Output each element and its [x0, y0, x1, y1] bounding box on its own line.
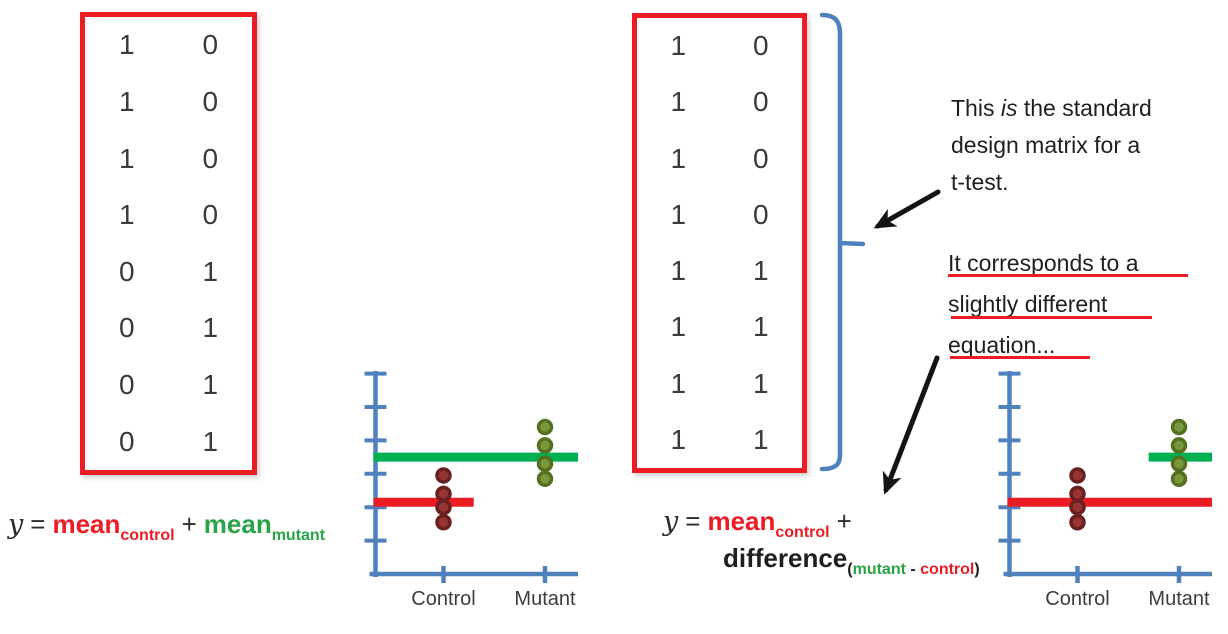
- note2-line-2: slightly different: [948, 291, 1108, 317]
- brace-pointer: [837, 240, 866, 247]
- mutant-dot: [1170, 470, 1188, 488]
- matrix-cell: 0: [202, 142, 219, 174]
- note-line-1-pre: This: [951, 95, 1001, 121]
- mutant-dot: [1170, 455, 1188, 473]
- control-dot: [435, 498, 452, 516]
- matrix-cell: 0: [202, 85, 219, 117]
- scatter-plot-left: Control Mutant: [364, 371, 578, 610]
- note-line-2: design matrix for a: [951, 132, 1141, 158]
- note-line-1-post: the standard: [1017, 95, 1152, 121]
- matrix-cell: 1: [118, 142, 135, 174]
- equation-left-mean-mutant: mean: [203, 509, 272, 539]
- matrix-cell: 0: [118, 369, 135, 401]
- matrix-cell: 1: [670, 311, 687, 343]
- equation-right-line2: difference(mutant - control): [723, 543, 980, 579]
- note-line-3: t-test.: [951, 169, 1009, 195]
- equation-left-mean-control: mean: [52, 509, 121, 539]
- design-matrix-left: 1 0 1 0 1 0 1 0 0 1 0 1 0 1 0 1: [80, 12, 257, 475]
- matrix-cell: 1: [752, 255, 769, 287]
- matrix-cell: 1: [118, 199, 135, 231]
- matrix-cell: 1: [670, 198, 687, 230]
- x-category-label: Control: [411, 588, 475, 610]
- control-dot: [1069, 467, 1086, 484]
- scatter-plot-right: Control Mutant: [998, 371, 1212, 610]
- equation-right-sub-close-paren: ): [974, 561, 980, 578]
- control-dot: [1069, 498, 1086, 516]
- mutant-dot: [1170, 418, 1188, 436]
- x-category-label: Mutant: [1148, 588, 1210, 610]
- equation-left-equals: =: [30, 509, 46, 539]
- equation-left-plus: +: [181, 509, 197, 539]
- matrix-cell: 1: [670, 423, 687, 455]
- note-line-1-italic: is: [1000, 95, 1018, 121]
- x-category-label: Control: [1045, 588, 1109, 610]
- brace-spine: [819, 12, 843, 472]
- equation-right-equals: =: [685, 506, 701, 536]
- equation-right-sub-control: control: [920, 561, 975, 578]
- matrix-cell: 1: [202, 369, 219, 401]
- equation-right-difference: difference: [723, 543, 848, 573]
- matrix-cell: 0: [752, 30, 769, 62]
- control-dot: [435, 513, 452, 531]
- matrix-cell: 0: [202, 29, 219, 61]
- matrix-cell: 1: [202, 425, 219, 457]
- matrix-cell: 1: [752, 423, 769, 455]
- matrix-cell: 1: [670, 86, 687, 118]
- arrow-to-equation: [882, 355, 940, 495]
- matrix-cell: 0: [752, 198, 769, 230]
- matrix-cell: 1: [118, 85, 135, 117]
- matrix-cell: 1: [670, 255, 687, 287]
- matrix-cell: 1: [202, 312, 219, 344]
- note-line-1: This is the standard: [951, 90, 1152, 127]
- note2-line-1: It corresponds to a: [948, 250, 1139, 276]
- matrix-cell: 1: [670, 142, 687, 174]
- control-dot: [1069, 513, 1086, 531]
- equation-left: y = meancontrol + meanmutant: [8, 509, 325, 545]
- matrix-cell: 1: [752, 367, 769, 399]
- mutant-dot: [536, 437, 554, 454]
- matrix-cell: 1: [202, 255, 219, 287]
- matrix-brace: [819, 12, 866, 472]
- mutant-dot: [536, 455, 554, 473]
- matrix-cell: 0: [752, 142, 769, 174]
- mutant-dot: [536, 418, 554, 436]
- x-category-label: Mutant: [514, 588, 576, 610]
- note-standard-design-matrix: This is the standard design matrix for a…: [951, 90, 1152, 201]
- equation-right-sub-open-paren: (: [847, 561, 853, 578]
- equation-left-y: y: [8, 509, 24, 540]
- red-underline-3: [950, 356, 1090, 359]
- note-different-equation: It corresponds to a slightly different e…: [948, 243, 1139, 366]
- equation-right-sub-mutant: mutant: [852, 561, 906, 578]
- equation-right-sub-mean: control: [775, 524, 830, 541]
- mutant-dot: [536, 470, 554, 488]
- note2-line-3: equation...: [948, 332, 1056, 358]
- mutant-dot: [1170, 437, 1188, 454]
- arrow-to-brace: [873, 189, 941, 229]
- matrix-cell: 0: [118, 425, 135, 457]
- red-underline-2: [951, 316, 1152, 319]
- matrix-cell: 0: [118, 255, 135, 287]
- matrix-cell: 0: [202, 199, 219, 231]
- matrix-cell: 1: [118, 29, 135, 61]
- equation-right-y: y: [663, 506, 679, 537]
- design-matrix-right: 1 0 1 0 1 0 1 0 1 1 1 1 1 1 1 1: [632, 13, 807, 473]
- red-underline-1: [948, 274, 1188, 277]
- matrix-cell: 0: [752, 86, 769, 118]
- control-dot: [1069, 485, 1086, 503]
- matrix-cell: 1: [670, 367, 687, 399]
- equation-right-sub-minus: -: [905, 561, 921, 578]
- matrix-cell: 1: [670, 30, 687, 62]
- equation-left-sub-mutant: mutant: [271, 527, 326, 544]
- matrix-cell: 0: [118, 312, 135, 344]
- matrix-cell: 1: [752, 311, 769, 343]
- equation-right-line1: y = meancontrol +: [663, 506, 859, 542]
- equation-right-plus: +: [836, 506, 852, 536]
- control-dot: [435, 485, 452, 503]
- equation-left-sub-control: control: [120, 527, 175, 544]
- control-dot: [435, 467, 452, 484]
- equation-right-mean: mean: [707, 506, 776, 536]
